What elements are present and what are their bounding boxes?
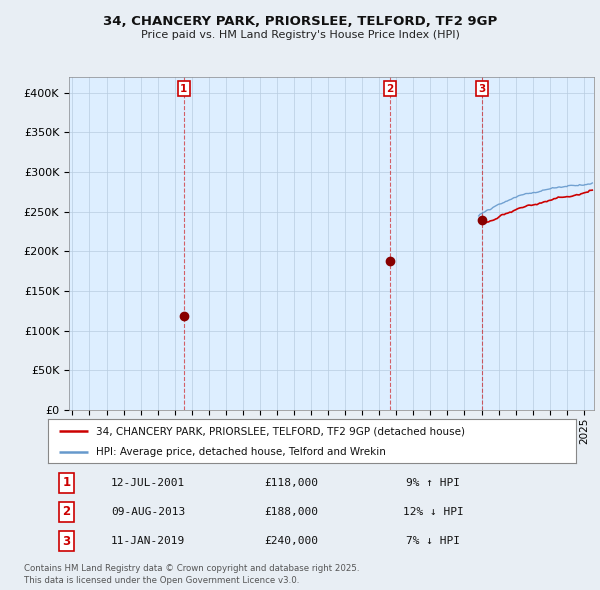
Text: 12% ↓ HPI: 12% ↓ HPI <box>403 507 464 517</box>
Text: £188,000: £188,000 <box>264 507 318 517</box>
Text: £240,000: £240,000 <box>264 536 318 546</box>
Text: 09-AUG-2013: 09-AUG-2013 <box>111 507 185 517</box>
Text: 9% ↑ HPI: 9% ↑ HPI <box>406 477 460 487</box>
Text: Contains HM Land Registry data © Crown copyright and database right 2025.: Contains HM Land Registry data © Crown c… <box>24 565 359 573</box>
Text: 11-JAN-2019: 11-JAN-2019 <box>111 536 185 546</box>
Text: 2: 2 <box>386 84 394 94</box>
Text: This data is licensed under the Open Government Licence v3.0.: This data is licensed under the Open Gov… <box>24 576 299 585</box>
Text: 12-JUL-2001: 12-JUL-2001 <box>111 477 185 487</box>
Text: 7% ↓ HPI: 7% ↓ HPI <box>406 536 460 546</box>
Text: 3: 3 <box>479 84 486 94</box>
Text: 1: 1 <box>180 84 188 94</box>
Text: 1: 1 <box>62 476 71 489</box>
Text: 3: 3 <box>62 535 71 548</box>
Text: 34, CHANCERY PARK, PRIORSLEE, TELFORD, TF2 9GP: 34, CHANCERY PARK, PRIORSLEE, TELFORD, T… <box>103 15 497 28</box>
Text: 34, CHANCERY PARK, PRIORSLEE, TELFORD, TF2 9GP (detached house): 34, CHANCERY PARK, PRIORSLEE, TELFORD, T… <box>95 427 464 436</box>
Text: HPI: Average price, detached house, Telford and Wrekin: HPI: Average price, detached house, Telf… <box>95 447 385 457</box>
Text: £118,000: £118,000 <box>264 477 318 487</box>
Text: Price paid vs. HM Land Registry's House Price Index (HPI): Price paid vs. HM Land Registry's House … <box>140 30 460 40</box>
Text: 2: 2 <box>62 505 71 519</box>
